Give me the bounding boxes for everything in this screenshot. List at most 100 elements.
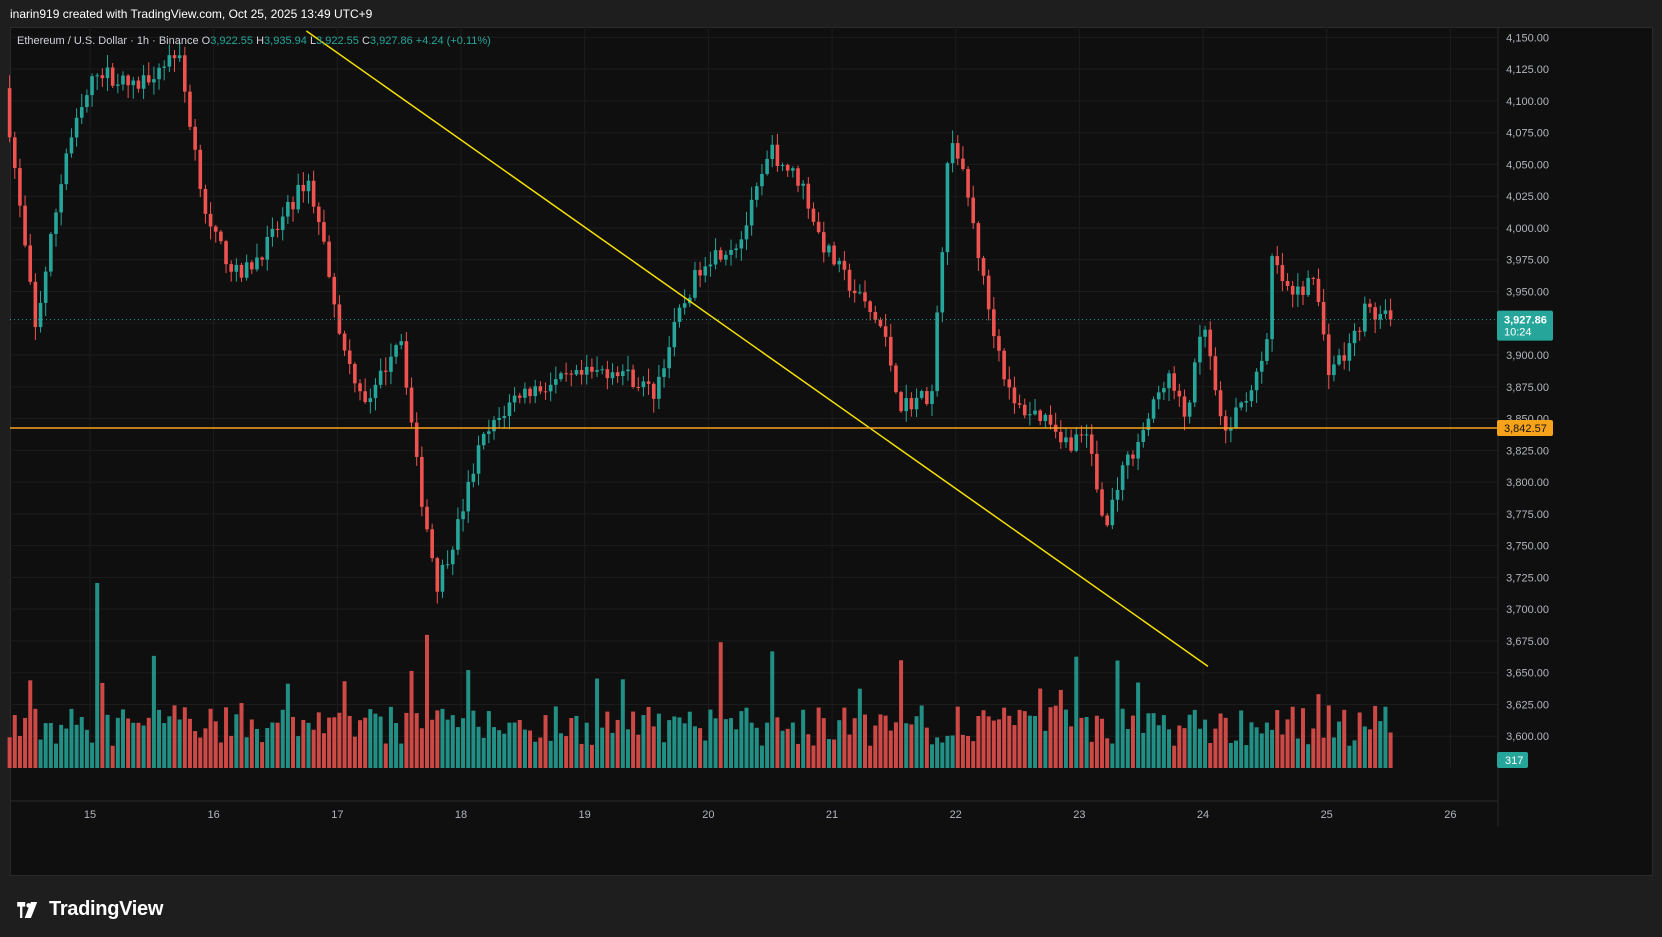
- footer-bar: [0, 876, 1662, 937]
- volume-bar: [327, 717, 332, 768]
- candle-body: [744, 225, 749, 240]
- volume-bar: [378, 716, 383, 768]
- volume-bar: [1223, 717, 1228, 768]
- volume-bar: [945, 735, 950, 768]
- volume-bar: [1337, 721, 1342, 768]
- price-tick-label: 3,750.00: [1506, 541, 1549, 553]
- candle-body: [409, 387, 414, 423]
- volume-bar: [564, 736, 569, 768]
- legend-high: 3,935.94: [264, 35, 307, 47]
- candle-body: [512, 395, 517, 403]
- volume-bar: [929, 744, 934, 768]
- candle-body: [1316, 278, 1321, 302]
- legend-close: 3,927.86: [369, 35, 413, 47]
- candle-body: [296, 184, 300, 210]
- candle-body: [466, 481, 471, 512]
- candle-body: [976, 223, 981, 259]
- candle-body: [430, 529, 434, 559]
- candle-body: [1007, 379, 1012, 388]
- volume-bar: [1017, 709, 1022, 768]
- candle-body: [188, 91, 192, 127]
- volume-bar: [677, 717, 682, 768]
- candle-body: [925, 391, 929, 404]
- volume-bar: [388, 706, 393, 768]
- price-tick-label: 4,100.00: [1506, 96, 1549, 108]
- time-tick-label: 25: [1321, 809, 1333, 821]
- volume-bar: [631, 711, 636, 768]
- candle-body: [146, 75, 151, 83]
- volume-bar: [419, 728, 424, 768]
- volume-bar: [729, 718, 734, 768]
- price-tick-label: 3,875.00: [1506, 382, 1549, 394]
- price-chart[interactable]: 4,150.00 4,125.00 4,100.00 4,075.00 4,050.00…: [0, 0, 1662, 876]
- candle-body: [183, 55, 187, 92]
- volume-bar: [131, 722, 136, 768]
- price-axis: 4,150.00 4,125.00 4,100.00 4,075.00 4,050.00…: [1506, 32, 1549, 743]
- volume-bar: [646, 706, 651, 768]
- volume-bar: [507, 722, 512, 768]
- candle-body: [1012, 387, 1017, 404]
- candle-body: [270, 228, 275, 237]
- volume-bar: [409, 670, 414, 768]
- volume-bar: [254, 728, 259, 768]
- candle-body: [1363, 303, 1367, 332]
- volume-bar: [574, 715, 579, 768]
- volume-bar: [1383, 706, 1388, 768]
- volume-bar: [734, 729, 739, 768]
- candle-body: [394, 345, 398, 357]
- volume-bar: [1311, 728, 1316, 768]
- volume-bar: [321, 733, 326, 768]
- candle-body: [332, 276, 337, 305]
- candle-body: [1022, 404, 1027, 416]
- volume-bar: [48, 722, 53, 768]
- volume-bar: [430, 719, 435, 768]
- volume-bar: [1177, 725, 1182, 768]
- volume-bar: [146, 717, 151, 768]
- volume-bar: [620, 679, 625, 768]
- volume-bar: [522, 729, 527, 768]
- candle-body: [456, 519, 460, 550]
- candle-body: [69, 137, 74, 154]
- volume-bar: [759, 745, 764, 768]
- candle-body: [981, 258, 986, 276]
- candle-body: [662, 368, 666, 377]
- volume-bar: [141, 725, 146, 768]
- volume-bar: [1115, 660, 1120, 768]
- candle-body: [347, 350, 352, 365]
- candle-body: [481, 433, 486, 446]
- volume-bar: [136, 722, 141, 768]
- price-tick-label: 3,675.00: [1506, 636, 1549, 648]
- candle-body: [1357, 330, 1362, 332]
- candle-body: [888, 336, 893, 366]
- volume-bar: [502, 733, 507, 768]
- volume-bar: [826, 739, 831, 768]
- candle-body: [1151, 399, 1156, 419]
- candle-body: [33, 281, 38, 328]
- volume-bar: [806, 734, 811, 768]
- volume-bar: [692, 726, 697, 768]
- ohlc-legend: Ethereum / U.S. Dollar · 1h · Binance O3…: [17, 35, 491, 47]
- volume-bar: [904, 723, 909, 768]
- candle-body: [425, 506, 429, 530]
- tradingview-brand[interactable]: TradingView: [12, 898, 163, 921]
- candle-body: [383, 370, 388, 372]
- volume-bar: [100, 682, 105, 768]
- candle-body: [378, 370, 383, 385]
- volume-bar: [1043, 730, 1048, 768]
- volume-bar: [1378, 721, 1383, 768]
- volume-bar: [110, 745, 115, 768]
- candle-body: [858, 292, 862, 294]
- trendline[interactable]: [305, 30, 1209, 667]
- volume-bar: [780, 730, 785, 768]
- candle-body: [821, 232, 826, 253]
- volume-bar: [605, 711, 610, 768]
- candle-body: [760, 173, 764, 187]
- volume-bar: [996, 719, 1001, 768]
- candle-body: [18, 168, 22, 206]
- candle-body: [1162, 388, 1166, 393]
- candle-body: [492, 420, 496, 432]
- candle-body: [718, 250, 723, 260]
- candle-body: [595, 370, 599, 372]
- volume-bar: [1295, 738, 1300, 768]
- candle-body: [244, 262, 249, 278]
